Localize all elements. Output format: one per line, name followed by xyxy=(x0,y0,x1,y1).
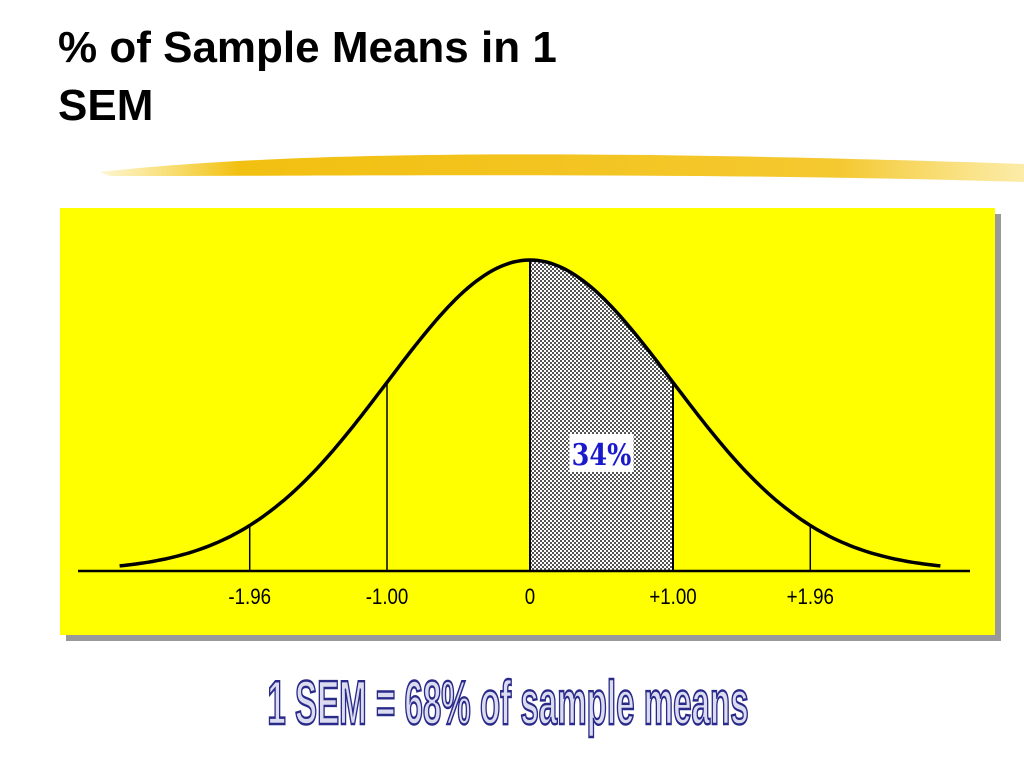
caption: 1 SEM = 68% of sample means xyxy=(267,668,748,738)
plot-area: 34% -1.96 -1.00 0 +1.00 +1.96 xyxy=(78,258,970,610)
x-tick-label: +1.00 xyxy=(649,586,696,610)
region-label: 34% xyxy=(572,437,632,473)
x-tick-label: +1.96 xyxy=(787,586,834,610)
x-tick-label: 0 xyxy=(525,586,535,610)
x-tick-label: -1.96 xyxy=(228,586,271,610)
x-tick-label: -1.00 xyxy=(366,586,409,610)
plot-panel xyxy=(60,208,995,635)
title-underline xyxy=(100,154,1024,182)
normal-curve xyxy=(119,258,941,568)
chart-title: % of Sample Means in 1 SEM xyxy=(58,23,557,130)
region-label-box xyxy=(569,434,634,472)
